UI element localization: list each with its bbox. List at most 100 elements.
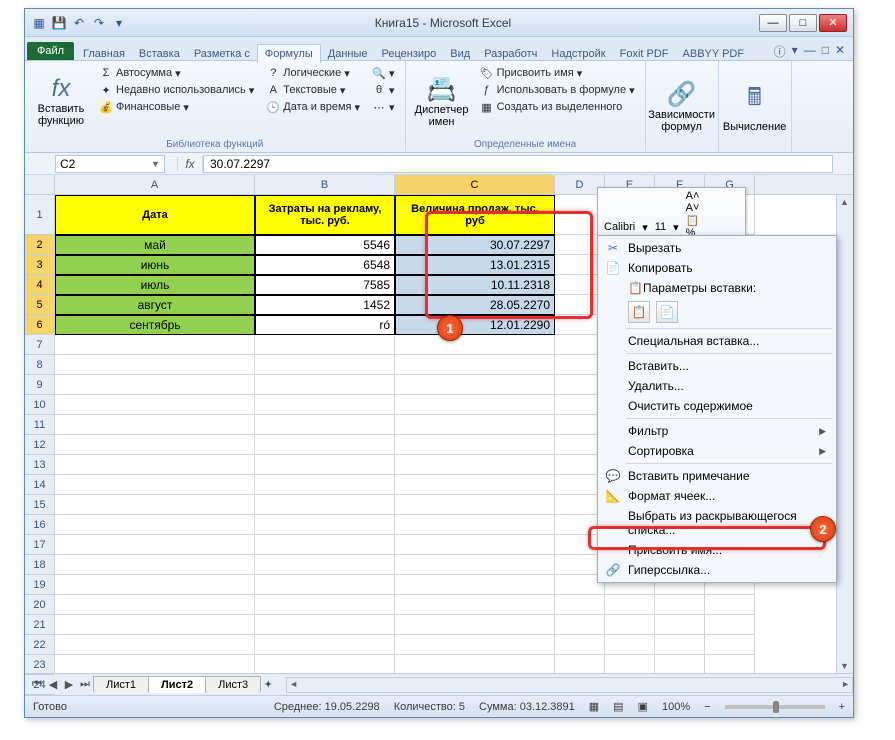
cell-C6[interactable]: 12.01.2290	[395, 315, 555, 335]
view-layout-icon[interactable]: ▤	[613, 700, 623, 713]
cell-B14[interactable]	[255, 475, 395, 495]
cell-A11[interactable]	[55, 415, 255, 435]
cell-B18[interactable]	[255, 555, 395, 575]
cell-B7[interactable]	[255, 335, 395, 355]
financial-button[interactable]: 💰Финансовые ▾	[95, 99, 258, 115]
row-header-1[interactable]: 1	[25, 195, 54, 235]
more-fn2[interactable]: θ▾	[368, 82, 399, 98]
ctx-filter[interactable]: Фильтр▶	[600, 421, 834, 441]
cell-A10[interactable]	[55, 395, 255, 415]
cell-G21[interactable]	[705, 615, 755, 635]
cell-A4[interactable]: июль	[55, 275, 255, 295]
sheet-nav-last[interactable]: ⏭	[77, 678, 93, 691]
undo-icon[interactable]: ↶	[71, 15, 87, 31]
cell-B23[interactable]	[255, 655, 395, 673]
cell-A19[interactable]	[55, 575, 255, 595]
sheet-tab-1[interactable]: Лист2	[148, 676, 206, 693]
row-header-24[interactable]: 24	[25, 675, 54, 695]
maximize-button[interactable]: □	[789, 14, 817, 32]
datetime-button[interactable]: 🕒Дата и время ▾	[262, 99, 364, 115]
vertical-scrollbar[interactable]	[836, 195, 853, 673]
cell-G20[interactable]	[705, 595, 755, 615]
horizontal-scrollbar[interactable]	[286, 677, 853, 693]
cell-C3[interactable]: 13.01.2315	[395, 255, 555, 275]
row-header-21[interactable]: 21	[25, 615, 54, 635]
cell-C14[interactable]	[395, 475, 555, 495]
row-header-19[interactable]: 19	[25, 575, 54, 595]
cell-C9[interactable]	[395, 375, 555, 395]
ctx-insert[interactable]: Вставить...	[600, 356, 834, 376]
row-header-20[interactable]: 20	[25, 595, 54, 615]
cell-B5[interactable]: 1452	[255, 295, 395, 315]
ctx-sort[interactable]: Сортировка▶	[600, 441, 834, 461]
sheet-tab-0[interactable]: Лист1	[93, 676, 149, 693]
cell-B9[interactable]	[255, 375, 395, 395]
cell-B11[interactable]	[255, 415, 395, 435]
autosum-button[interactable]: ΣАвтосумма ▾	[95, 65, 258, 81]
help-icon[interactable]: ⓘ	[774, 43, 786, 60]
cell-A3[interactable]: июнь	[55, 255, 255, 275]
cell-A9[interactable]	[55, 375, 255, 395]
ctx-paste-special[interactable]: Специальная вставка...	[600, 331, 834, 351]
cell-B15[interactable]	[255, 495, 395, 515]
cell-A16[interactable]	[55, 515, 255, 535]
cell-C11[interactable]	[395, 415, 555, 435]
paste-option-2[interactable]: 📄	[656, 301, 678, 323]
file-tab[interactable]: Файл	[27, 42, 74, 60]
more-fn1[interactable]: 🔍▾	[368, 65, 399, 81]
cell-B21[interactable]	[255, 615, 395, 635]
qat-dropdown-icon[interactable]: ▾	[111, 15, 127, 31]
cell-C8[interactable]	[395, 355, 555, 375]
mdi-close-icon[interactable]: ✕	[835, 43, 845, 60]
ctx-dropdown-list[interactable]: Выбрать из раскрывающегося списка...	[600, 506, 834, 540]
cell-C1[interactable]: Величина продаж, тыс. руб	[395, 195, 555, 235]
cell-F21[interactable]	[655, 615, 705, 635]
mdi-min-icon[interactable]: —	[804, 43, 816, 60]
close-button[interactable]: ✕	[819, 14, 847, 32]
cell-A12[interactable]	[55, 435, 255, 455]
calculation-button[interactable]: 🖩 Вычисление	[725, 65, 785, 148]
new-sheet-button[interactable]: ✦	[260, 678, 276, 691]
ctx-hyperlink[interactable]: 🔗Гиперссылка...	[600, 560, 834, 580]
zoom-slider[interactable]	[725, 705, 825, 709]
fx-label[interactable]: fx	[177, 157, 203, 171]
logical-button[interactable]: ?Логические ▾	[262, 65, 364, 81]
cell-B12[interactable]	[255, 435, 395, 455]
cell-B17[interactable]	[255, 535, 395, 555]
cell-B2[interactable]: 5546	[255, 235, 395, 255]
cell-A7[interactable]	[55, 335, 255, 355]
cell-E20[interactable]	[605, 595, 655, 615]
view-pagebreak-icon[interactable]: ▣	[638, 700, 648, 713]
cell-C17[interactable]	[395, 535, 555, 555]
row-header-8[interactable]: 8	[25, 355, 54, 375]
cell-A18[interactable]	[55, 555, 255, 575]
ctx-format-cells[interactable]: 📐Формат ячеек...	[600, 486, 834, 506]
cell-C18[interactable]	[395, 555, 555, 575]
cell-C12[interactable]	[395, 435, 555, 455]
cell-C2[interactable]: 30.07.2297	[395, 235, 555, 255]
cell-C20[interactable]	[395, 595, 555, 615]
cell-E23[interactable]	[605, 655, 655, 673]
sheet-nav-next[interactable]: ▶	[61, 678, 77, 691]
cell-A8[interactable]	[55, 355, 255, 375]
ctx-clear[interactable]: Очистить содержимое	[600, 396, 834, 416]
cell-C22[interactable]	[395, 635, 555, 655]
row-header-15[interactable]: 15	[25, 495, 54, 515]
cell-A6[interactable]: сентябрь	[55, 315, 255, 335]
cell-A15[interactable]	[55, 495, 255, 515]
paste-option-1[interactable]: 📋	[628, 301, 650, 323]
cell-C7[interactable]	[395, 335, 555, 355]
select-all-corner[interactable]	[25, 175, 54, 195]
cell-C15[interactable]	[395, 495, 555, 515]
row-header-14[interactable]: 14	[25, 475, 54, 495]
name-box-dropdown-icon[interactable]: ▼	[151, 159, 160, 169]
cell-B20[interactable]	[255, 595, 395, 615]
dependencies-button[interactable]: 🔗 Зависимости формул	[652, 65, 712, 148]
redo-icon[interactable]: ↷	[91, 15, 107, 31]
cell-B22[interactable]	[255, 635, 395, 655]
cell-A2[interactable]: май	[55, 235, 255, 255]
cell-A23[interactable]	[55, 655, 255, 673]
row-header-9[interactable]: 9	[25, 375, 54, 395]
cell-C10[interactable]	[395, 395, 555, 415]
cell-A21[interactable]	[55, 615, 255, 635]
